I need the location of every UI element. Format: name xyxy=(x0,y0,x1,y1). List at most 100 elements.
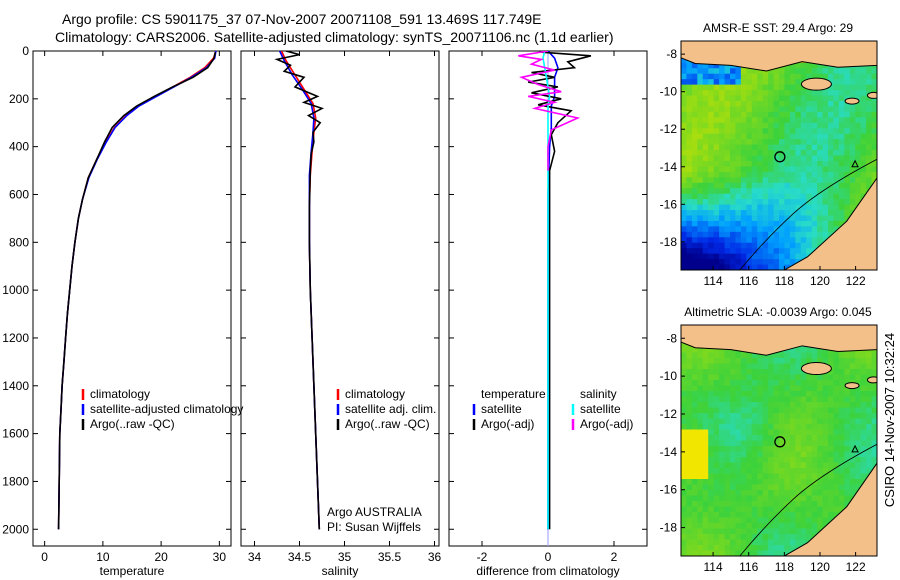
map-cell xyxy=(844,413,851,420)
map-cell xyxy=(838,479,845,486)
map-cell xyxy=(708,182,715,189)
map-cell xyxy=(724,242,731,249)
map-cell xyxy=(849,84,856,91)
map-cell xyxy=(784,545,791,552)
map-cell xyxy=(866,385,873,392)
map-cell xyxy=(833,462,840,469)
map-cell xyxy=(800,418,807,425)
map-cell xyxy=(691,117,698,124)
map-cell xyxy=(849,106,856,113)
map-cell xyxy=(740,242,747,249)
map-cell xyxy=(768,204,775,211)
map-cell xyxy=(800,407,807,414)
map-cell xyxy=(713,264,720,270)
map-cell xyxy=(833,501,840,508)
map-cell xyxy=(708,550,715,556)
map-cell xyxy=(691,237,698,244)
map-cell xyxy=(855,111,862,118)
depth-tick-label: 2000 xyxy=(2,522,29,536)
map-cell xyxy=(806,166,813,173)
map-cell xyxy=(822,215,829,222)
map-cell xyxy=(757,133,764,140)
map-cell xyxy=(822,144,829,151)
map-cell xyxy=(784,182,791,189)
map-cell xyxy=(751,95,758,102)
map-cell xyxy=(735,396,742,403)
map-cell xyxy=(811,468,818,475)
map-cell xyxy=(708,100,715,108)
map-cell xyxy=(730,155,737,162)
map-cell xyxy=(702,150,709,157)
map-cell xyxy=(795,150,802,157)
map-cell xyxy=(849,117,856,124)
map-cell xyxy=(719,495,726,502)
map-cell xyxy=(849,413,856,420)
map-cell xyxy=(724,220,731,227)
map-cell xyxy=(784,391,791,398)
map-cell xyxy=(779,95,786,102)
map-cell xyxy=(719,90,726,97)
map-cell xyxy=(817,188,824,195)
map-cell xyxy=(817,62,824,69)
map-cell xyxy=(844,182,851,189)
map-cell xyxy=(686,374,693,381)
map-cell xyxy=(855,407,862,414)
map-cell xyxy=(719,139,726,146)
legend-label: Argo(..raw -QC) xyxy=(90,417,175,431)
map-cell xyxy=(817,440,824,447)
map-cell xyxy=(762,84,769,91)
map-cell xyxy=(735,429,742,436)
map-cell xyxy=(828,100,835,108)
map-cell xyxy=(844,84,851,91)
map-cell xyxy=(784,253,791,260)
map-cell xyxy=(686,539,693,546)
map-cell xyxy=(768,248,775,255)
map-cell xyxy=(828,95,835,102)
map-cell xyxy=(784,473,791,480)
map-cell xyxy=(833,220,840,227)
map-cell xyxy=(822,95,829,102)
map-cell xyxy=(757,391,764,398)
map-cell xyxy=(855,363,862,370)
map-cell xyxy=(784,374,791,381)
map-cell xyxy=(757,435,764,442)
map-cell xyxy=(713,539,720,546)
map-cell xyxy=(751,534,758,541)
map-cell xyxy=(817,512,824,519)
map-cell xyxy=(713,199,720,206)
map-cell xyxy=(702,501,709,508)
map-cell xyxy=(735,391,742,398)
map-cell xyxy=(719,210,726,217)
map-cell xyxy=(751,177,758,184)
map-cell xyxy=(844,166,851,173)
map-cell xyxy=(784,534,791,541)
map-cell xyxy=(686,155,693,162)
map-cell xyxy=(828,188,835,195)
map-cell xyxy=(866,95,873,102)
depth-tick-label: 600 xyxy=(9,187,29,201)
map-cell xyxy=(697,501,704,508)
map-cell xyxy=(768,68,775,75)
map-cell xyxy=(724,237,731,244)
map-cell xyxy=(757,144,764,151)
map-cell xyxy=(746,440,753,447)
map-cell xyxy=(828,204,835,211)
map-cell xyxy=(817,446,824,453)
map-cell xyxy=(789,259,796,266)
map-cell xyxy=(757,462,764,469)
map-cell xyxy=(746,396,753,403)
map-cell xyxy=(800,95,807,102)
map-cell xyxy=(702,144,709,151)
map-cell xyxy=(730,242,737,249)
map-cell xyxy=(681,210,688,217)
map-cell xyxy=(735,106,742,113)
map-cell xyxy=(822,128,829,135)
map-cell xyxy=(838,468,845,475)
map-cell xyxy=(713,457,720,464)
map-cell xyxy=(779,490,786,497)
map-cell xyxy=(713,380,720,387)
map-cell xyxy=(724,171,731,178)
map-ytick-label: -10 xyxy=(660,85,678,99)
map-cell xyxy=(833,188,840,195)
map-cell xyxy=(681,446,688,453)
